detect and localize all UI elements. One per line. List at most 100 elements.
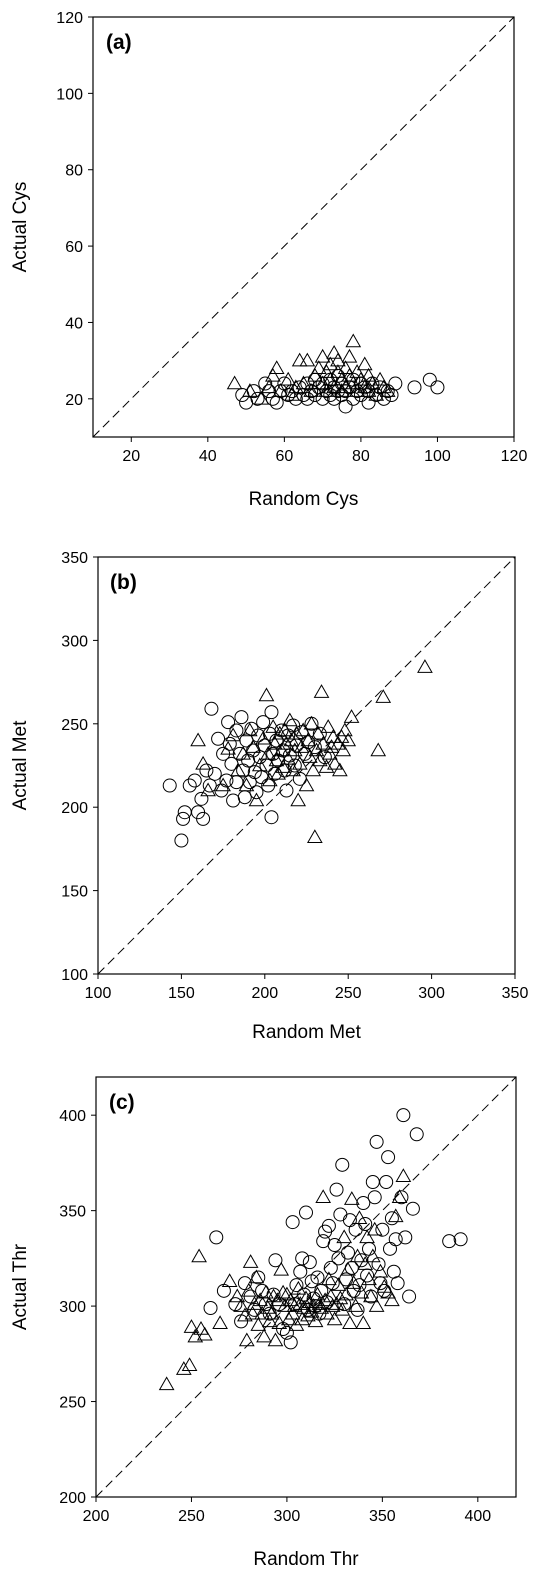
circle-point — [325, 1276, 340, 1291]
panel-label: (c) — [109, 1091, 135, 1114]
triangle-point — [286, 1298, 303, 1312]
triangle-point — [305, 762, 322, 777]
triangle-point — [336, 1229, 353, 1244]
x-tick-label: 100 — [424, 448, 451, 465]
circle-point — [246, 743, 261, 758]
x-tick-label: 350 — [502, 985, 529, 1002]
triangle-point — [366, 1221, 383, 1236]
circle-point — [346, 1283, 361, 1298]
triangle-point — [332, 1290, 349, 1305]
y-axis-label: Actual Met — [10, 720, 31, 810]
triangle-point — [220, 740, 236, 755]
circle-point — [314, 1283, 329, 1298]
triangle-point — [245, 739, 261, 753]
y-tick-label: 100 — [56, 86, 83, 103]
triangle-point — [244, 1305, 261, 1320]
panel-label: (b) — [110, 571, 137, 594]
triangle-point — [333, 729, 350, 743]
plot-frame — [92, 16, 515, 438]
triangle-point — [273, 1261, 290, 1276]
triangle-point — [248, 1269, 265, 1284]
triangle-point — [280, 750, 297, 765]
triangle-point — [360, 383, 377, 397]
triangle-point — [334, 1301, 351, 1316]
circle-point — [182, 778, 197, 793]
circle-point — [381, 1150, 396, 1165]
triangle-point — [364, 1248, 381, 1263]
triangle-point — [343, 1191, 360, 1205]
plot-frame — [97, 556, 516, 975]
identity-reference-line — [92, 16, 515, 438]
triangle-point — [272, 383, 289, 397]
triangle-point — [255, 730, 271, 745]
triangle-point — [376, 379, 392, 394]
circle-point — [310, 1270, 325, 1285]
triangle-point — [313, 684, 330, 698]
triangle-point — [295, 722, 312, 737]
plot-frame — [95, 1076, 517, 1498]
circle-point — [338, 399, 353, 414]
circle-point — [219, 773, 234, 788]
y-tick-label: 400 — [59, 1108, 86, 1125]
triangle-point — [351, 1210, 368, 1225]
triangle-point — [261, 379, 277, 394]
circle-point — [246, 384, 261, 399]
triangle-point — [341, 348, 358, 363]
x-tick-label: 20 — [122, 448, 140, 465]
circle-point — [307, 372, 322, 387]
triangle-point — [356, 379, 373, 394]
x-axis-label: Random Thr — [253, 1549, 359, 1570]
circle-point — [327, 1238, 342, 1252]
circle-point — [302, 1255, 317, 1270]
triangle-point — [345, 333, 362, 348]
triangle-point — [291, 352, 308, 367]
circle-point — [315, 391, 330, 406]
triangle-point — [337, 722, 353, 737]
circle-point — [375, 1222, 390, 1237]
y-tick-label: 350 — [61, 550, 88, 567]
triangle-point — [251, 757, 268, 772]
triangle-point — [417, 659, 433, 673]
circle-point — [209, 1230, 224, 1245]
triangle-point — [305, 1298, 322, 1312]
triangle-point — [368, 386, 385, 401]
triangle-point — [363, 1288, 379, 1303]
triangle-point — [315, 735, 332, 750]
triangle-point — [300, 732, 317, 747]
triangle-point — [268, 752, 285, 767]
circle-point — [379, 1175, 394, 1189]
circle-point — [453, 1232, 468, 1247]
triangle-point — [330, 1277, 347, 1291]
circle-point — [398, 1230, 413, 1245]
triangle-point — [248, 792, 265, 807]
x-tick-label: 250 — [335, 985, 362, 1002]
x-axis-label: Random Cys — [249, 489, 359, 510]
y-tick-label: 60 — [65, 239, 83, 256]
circle-point — [236, 763, 251, 778]
circle-point — [229, 723, 244, 738]
triangle-point — [263, 1305, 280, 1320]
triangle-point — [233, 1298, 249, 1312]
circle-point — [373, 1276, 388, 1291]
circle-point — [405, 1201, 420, 1216]
circle-point — [229, 775, 244, 790]
circle-point — [256, 715, 271, 730]
triangle-point — [321, 745, 338, 760]
triangle-point — [181, 1357, 198, 1372]
circle-point — [348, 1222, 363, 1237]
triangle-point — [320, 719, 337, 733]
triangle-point — [196, 1326, 213, 1341]
triangle-point — [252, 1292, 269, 1307]
triangle-point — [330, 364, 346, 378]
triangle-point — [323, 739, 340, 753]
circle-point — [202, 778, 217, 793]
triangle-point — [286, 742, 303, 757]
triangle-point — [345, 1275, 362, 1289]
x-tick-label: 60 — [275, 448, 293, 465]
circle-point — [222, 736, 237, 751]
triangle-point — [340, 1261, 356, 1276]
circle-point — [250, 391, 265, 406]
circle-point — [323, 1260, 338, 1275]
circle-point — [221, 715, 236, 730]
